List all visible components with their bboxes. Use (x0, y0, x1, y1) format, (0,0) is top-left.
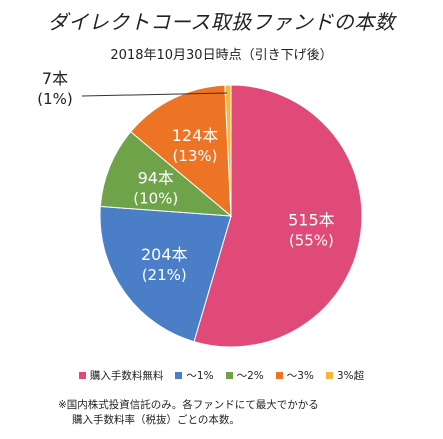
footnote-line-1: ※国内株式投資信託のみ。各ファンドにて最大でかかる (58, 399, 319, 411)
data-label-count-free: 515本 (288, 211, 335, 230)
footnote-line-2: 購入手数料率（税抜）ごとの本数。 (72, 414, 240, 426)
legend-swatch-over-3 (325, 372, 333, 379)
legend-swatch-free (78, 372, 86, 379)
data-label-pct-over-3: (1%) (37, 90, 73, 108)
data-label-pct-upto-1: (21%) (142, 266, 187, 284)
data-label-count-over-3: 7本 (42, 69, 68, 88)
legend-item-over-3: 3%超 (325, 368, 365, 383)
legend-swatch-upto-1 (175, 372, 183, 379)
pie-labels: 515本 (55%) 204本 (21%) 94本 (10%) 124本 (13%) 7本 (1%… (37, 69, 334, 284)
footnote: ※国内株式投資信託のみ。各ファンドにて最大でかかる 購入手数料率（税抜）ごとの本… (58, 398, 428, 428)
pie-slice-upto-3 (130, 84, 232, 218)
data-label-count-upto-3: 124本 (172, 126, 219, 145)
data-label-pct-free: (55%) (289, 232, 334, 250)
pie-slices (99, 84, 363, 348)
leader-line-over-3 (81, 92, 227, 97)
data-label-pct-upto-3: (13%) (172, 147, 217, 165)
legend-item-upto-2: 〜2% (225, 368, 264, 383)
pie-slice-upto-2 (99, 131, 233, 217)
legend-label-upto-2: 〜2% (236, 370, 264, 382)
pie-slice-free (193, 84, 363, 348)
legend-item-free: 購入手数料無料 (78, 368, 164, 383)
legend-item-upto-1: 〜1% (175, 368, 214, 383)
pie-slice-upto-1 (99, 205, 232, 343)
legend-label-upto-1: 〜1% (186, 370, 214, 382)
data-label-count-upto-2: 94本 (138, 168, 174, 187)
legend-item-upto-3: 〜3% (275, 368, 314, 383)
pie-slice-over-3 (224, 84, 232, 217)
chart-legend: 購入手数料無料 〜1% 〜2% 〜3% 3%超 (0, 368, 443, 383)
legend-swatch-upto-3 (275, 372, 283, 379)
data-label-count-upto-1: 204本 (141, 245, 188, 264)
legend-swatch-upto-2 (225, 372, 233, 379)
legend-label-upto-3: 〜3% (286, 370, 314, 382)
chart-subtitle: 2018年10月30日時点（引き下げ後） (110, 48, 333, 63)
legend-label-free: 購入手数料無料 (89, 370, 164, 382)
chart-title: ダイレクトコース取扱ファンドの本数 (47, 10, 396, 34)
legend-label-over-3: 3%超 (336, 370, 365, 382)
data-label-pct-upto-2: (10%) (133, 189, 178, 207)
